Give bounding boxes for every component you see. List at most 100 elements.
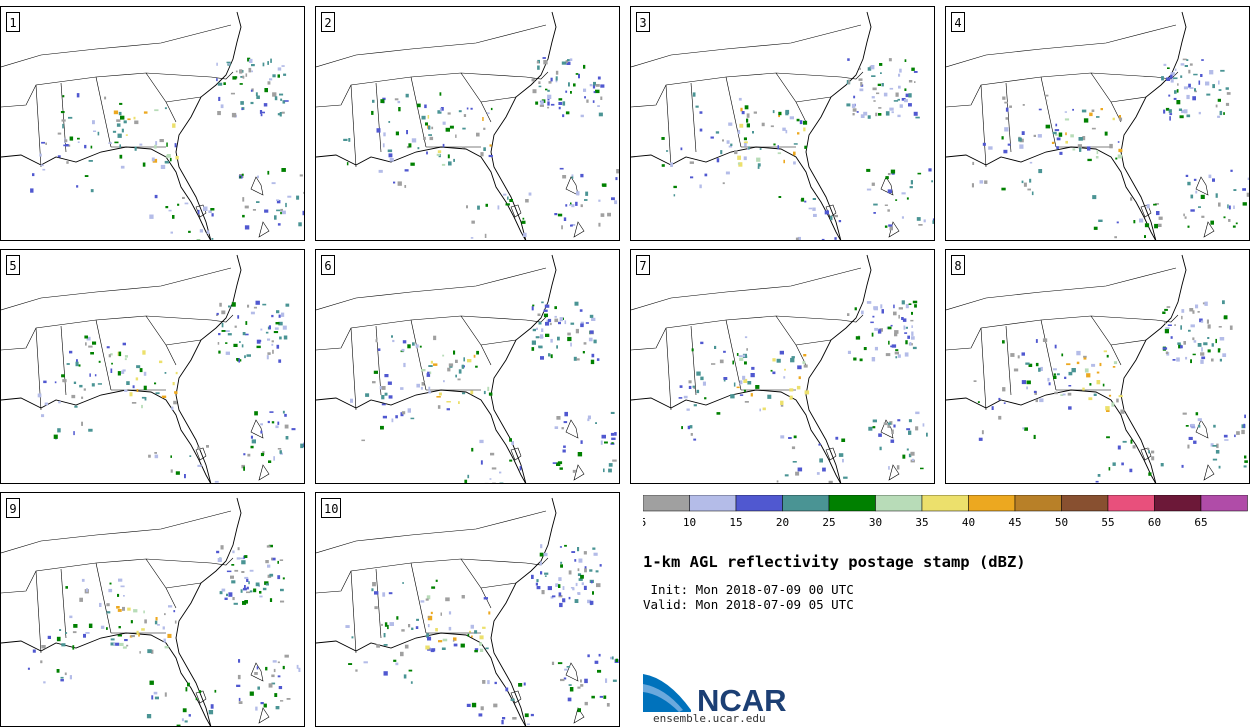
echo-pixel: [519, 466, 522, 471]
echo-pixel: [753, 111, 757, 114]
echo-pixel: [1086, 373, 1091, 378]
echo-pixel: [93, 130, 97, 132]
echo-pixel: [271, 557, 276, 561]
echo-pixel: [250, 435, 253, 439]
echo-pixel: [739, 357, 744, 361]
echo-pixel: [452, 639, 455, 642]
echo-pixel: [125, 134, 128, 136]
echo-pixel: [350, 398, 353, 403]
echo-pixel: [179, 726, 181, 727]
echo-pixel: [550, 354, 553, 359]
echo-pixel: [467, 633, 470, 637]
echo-pixel: [431, 586, 436, 589]
echo-pixel: [167, 633, 172, 638]
echo-pixel: [1026, 380, 1031, 385]
echo-pixel: [463, 357, 465, 362]
echo-pixel: [118, 626, 121, 629]
echo-pixel: [267, 81, 271, 85]
echo-pixel: [119, 154, 123, 159]
echo-pixel: [90, 189, 94, 193]
echo-pixel: [154, 382, 157, 385]
echo-pixel: [776, 480, 779, 483]
echo-pixel: [127, 118, 131, 121]
echo-pixel: [375, 339, 378, 343]
echo-pixel: [77, 137, 80, 140]
echo-pixel: [912, 346, 917, 350]
echo-pixel: [130, 635, 135, 638]
echo-pixel: [550, 77, 553, 82]
echo-pixel: [743, 156, 747, 161]
echo-pixel: [592, 547, 596, 550]
echo-pixel: [1173, 77, 1178, 80]
echo-pixel: [884, 225, 888, 228]
echo-pixel: [878, 113, 882, 116]
echo-pixel: [770, 369, 773, 372]
echo-pixel: [1170, 74, 1173, 79]
echo-pixel: [1009, 105, 1012, 108]
echo-pixel: [614, 200, 618, 205]
echo-pixel: [600, 440, 603, 445]
echo-pixel: [725, 171, 730, 175]
echo-pixel: [411, 138, 417, 143]
echo-pixel: [149, 214, 154, 219]
echo-pixel: [260, 328, 263, 331]
echo-pixel: [267, 326, 270, 330]
echo-pixel: [442, 121, 446, 125]
echo-pixel: [1133, 220, 1136, 224]
echo-pixel: [401, 348, 405, 352]
echo-pixel: [371, 588, 374, 592]
echo-pixel: [168, 209, 172, 212]
echo-pixel: [278, 321, 283, 326]
echo-pixel: [276, 199, 280, 201]
echo-pixel: [176, 724, 181, 726]
echo-pixel: [1212, 458, 1218, 461]
echo-pixel: [880, 304, 883, 309]
echo-pixel: [74, 405, 78, 408]
echo-pixel: [1079, 147, 1082, 152]
echo-pixel: [43, 681, 46, 684]
echo-pixel: [277, 74, 280, 78]
echo-pixel: [184, 474, 186, 479]
echo-pixel: [1183, 213, 1185, 217]
echo-pixel: [859, 67, 861, 70]
echo-pixel: [1165, 351, 1169, 354]
echo-pixel: [343, 138, 348, 141]
echo-pixel: [249, 569, 254, 572]
echo-pixel: [578, 73, 580, 79]
echo-pixel: [462, 127, 466, 130]
echo-pixel: [211, 238, 214, 240]
echo-pixel: [106, 603, 110, 607]
echo-pixel: [155, 141, 158, 146]
echo-pixel: [887, 189, 892, 194]
echo-pixel: [57, 428, 61, 433]
echo-pixel: [597, 669, 602, 673]
echo-pixel: [1193, 440, 1197, 444]
echo-pixel: [901, 317, 904, 320]
echo-pixel: [746, 118, 749, 123]
echo-pixel: [245, 73, 248, 77]
member-number: 4: [951, 12, 965, 32]
echo-pixel: [242, 601, 247, 605]
echo-pixel: [72, 631, 77, 634]
echo-pixel: [250, 89, 253, 92]
echo-pixel: [406, 146, 410, 149]
echo-pixel: [171, 406, 174, 410]
echo-pixel: [1206, 319, 1209, 324]
echo-pixel: [846, 103, 851, 107]
echo-pixel: [1202, 302, 1206, 305]
echo-pixel: [139, 368, 143, 373]
echo-pixel: [271, 182, 276, 185]
echo-pixel: [69, 675, 72, 680]
echo-pixel: [536, 586, 541, 590]
echo-pixel: [872, 419, 877, 423]
echo-pixel: [217, 82, 223, 86]
echo-pixel: [565, 204, 568, 207]
echo-pixel: [877, 329, 882, 334]
echo-pixel: [402, 582, 404, 584]
echo-pixel: [1204, 301, 1208, 306]
echo-pixel: [130, 620, 133, 624]
echo-pixel: [580, 679, 582, 683]
echo-pixel: [559, 546, 562, 548]
echo-pixel: [818, 443, 821, 446]
echo-pixel: [1195, 190, 1198, 194]
